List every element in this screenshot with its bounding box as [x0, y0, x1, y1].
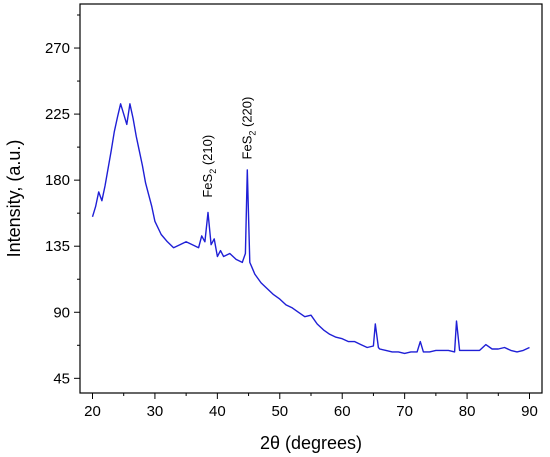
x-axis-title: 2θ (degrees) [260, 433, 362, 453]
x-tick-label: 50 [271, 403, 288, 420]
peak-annotation: FeS2 (220) [239, 97, 257, 160]
y-axis: 45 90 135 180 225 270 [45, 14, 80, 387]
x-tick-label: 60 [334, 403, 351, 420]
y-tick-label: 135 [45, 238, 70, 255]
x-tick-label: 30 [147, 403, 164, 420]
y-axis-title: Intensity, (a.u.) [4, 140, 24, 258]
y-tick-label: 270 [45, 40, 70, 57]
x-tick-label: 90 [521, 403, 538, 420]
peak-annotation: FeS2 (210) [200, 135, 218, 198]
series-line [91, 103, 530, 355]
y-tick-label: 180 [45, 172, 70, 189]
y-tick-label: 45 [53, 370, 70, 387]
x-tick-label: 80 [459, 403, 476, 420]
annotations: FeS2 (210) FeS2 (220) [200, 97, 257, 198]
y-tick-label: 90 [53, 304, 70, 321]
x-axis: 20 30 40 50 60 70 80 90 [84, 393, 538, 420]
y-tick-label: 225 [45, 106, 70, 123]
x-tick-label: 40 [209, 403, 226, 420]
x-tick-label: 20 [84, 403, 101, 420]
x-tick-label: 70 [396, 403, 413, 420]
